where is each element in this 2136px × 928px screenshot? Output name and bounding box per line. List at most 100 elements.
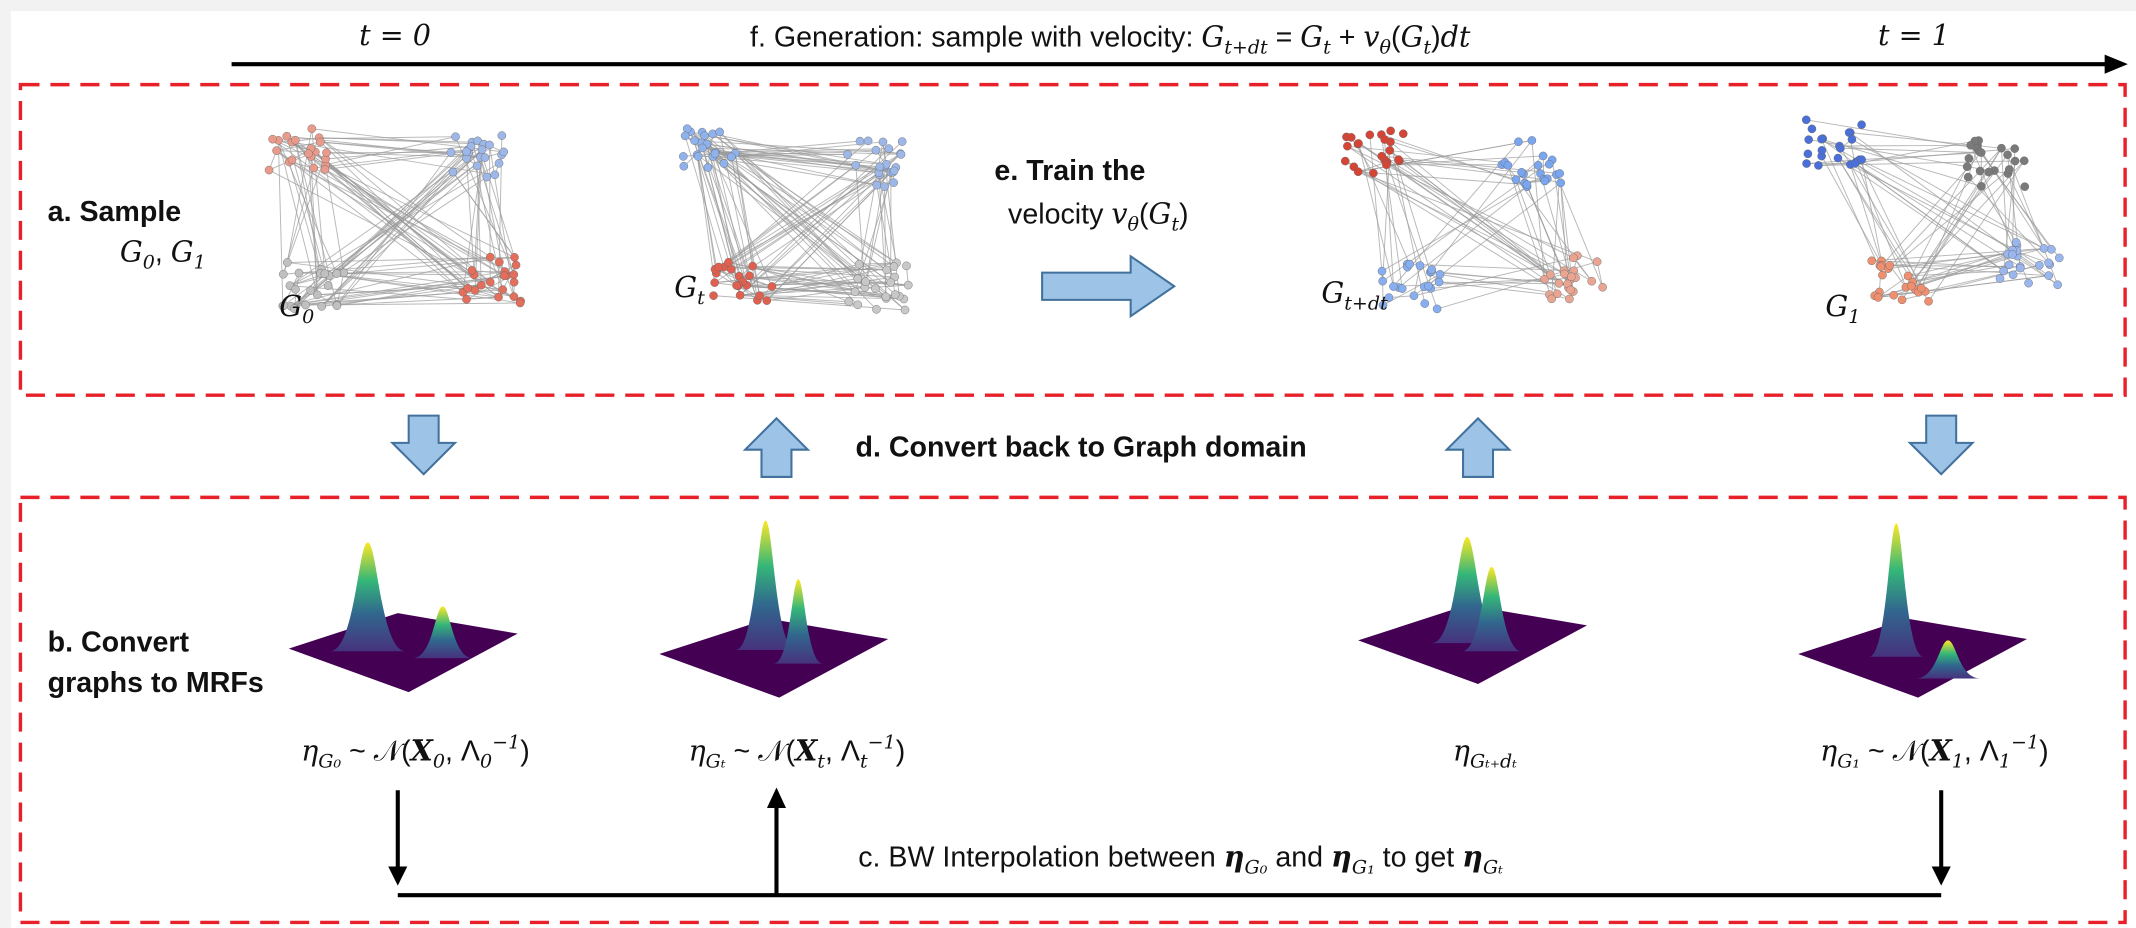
node xyxy=(500,148,508,156)
text-segment: t+dt xyxy=(1344,292,1388,314)
node xyxy=(272,147,280,155)
node xyxy=(1555,279,1563,287)
node xyxy=(902,262,910,270)
node xyxy=(1534,161,1542,169)
node xyxy=(2020,157,2028,165)
node xyxy=(1436,270,1444,278)
text-segment: ) xyxy=(896,735,906,767)
node xyxy=(1817,135,1825,143)
node xyxy=(2000,267,2008,275)
node xyxy=(1836,144,1844,152)
node xyxy=(1977,149,1985,157)
node xyxy=(1868,257,1876,265)
text-segment: 0 xyxy=(433,750,445,772)
node xyxy=(316,138,324,146)
node xyxy=(883,266,891,274)
node xyxy=(473,162,481,170)
node xyxy=(872,146,880,154)
node xyxy=(2054,281,2062,289)
text-segment: G xyxy=(1321,276,1344,310)
node xyxy=(1517,168,1525,176)
text-segment: η xyxy=(1331,840,1352,874)
node xyxy=(1802,116,1810,124)
node xyxy=(491,171,499,179)
node xyxy=(763,297,771,305)
node xyxy=(1964,173,1972,181)
text-segment: G xyxy=(120,235,143,269)
node xyxy=(880,182,888,190)
node xyxy=(1539,152,1547,160)
text-segment: η xyxy=(689,733,706,767)
node xyxy=(1389,282,1397,290)
node xyxy=(510,253,518,261)
text-segment: G₁ xyxy=(1837,750,1860,772)
node xyxy=(873,181,881,189)
text-segment: 1 xyxy=(194,252,206,274)
node xyxy=(1545,160,1553,168)
node xyxy=(1996,275,2004,283)
node xyxy=(1818,146,1826,154)
node xyxy=(1965,154,1973,162)
node xyxy=(495,159,503,167)
text-segment: G₀ xyxy=(318,750,341,772)
text-segment: 1 xyxy=(1952,750,1964,772)
node xyxy=(1541,177,1549,185)
text-segment: G₀ xyxy=(1245,856,1268,878)
node xyxy=(494,293,502,301)
node xyxy=(310,164,318,172)
node xyxy=(1398,284,1406,292)
node xyxy=(854,275,862,283)
node xyxy=(333,302,341,310)
text-segment: θ xyxy=(1128,213,1140,235)
node xyxy=(856,137,864,145)
node xyxy=(265,166,273,174)
text-segment: ( xyxy=(1139,199,1149,231)
t-start: t = 0 xyxy=(359,18,431,52)
node xyxy=(2021,183,2029,191)
text-segment: X xyxy=(409,733,435,767)
node xyxy=(1814,161,1822,169)
node xyxy=(322,149,330,157)
text-segment: G xyxy=(171,235,194,269)
node xyxy=(885,145,893,153)
node xyxy=(891,291,899,299)
node xyxy=(1834,154,1842,162)
node xyxy=(681,132,689,140)
node xyxy=(890,179,898,187)
node xyxy=(1878,271,1886,279)
node xyxy=(500,272,508,280)
node xyxy=(510,278,518,286)
text-segment: η xyxy=(1453,733,1470,767)
node xyxy=(1354,168,1362,176)
node xyxy=(510,270,518,278)
node xyxy=(732,281,740,289)
text-segment: + xyxy=(1331,21,1364,53)
node xyxy=(711,150,719,158)
text-segment: θ xyxy=(1380,36,1392,58)
node xyxy=(498,132,506,140)
node xyxy=(2012,238,2020,246)
node xyxy=(495,258,503,266)
node xyxy=(2009,271,2017,279)
node xyxy=(1985,168,1993,176)
node xyxy=(876,163,884,171)
node xyxy=(736,291,744,299)
node xyxy=(1369,169,1377,177)
node xyxy=(477,281,485,289)
node xyxy=(1967,141,1975,149)
text-segment: 1 xyxy=(1848,306,1860,328)
node xyxy=(1341,157,1349,165)
node xyxy=(481,154,489,162)
text-segment: G xyxy=(1300,19,1323,53)
node xyxy=(1848,135,1856,143)
text-segment: = xyxy=(1268,21,1301,53)
node xyxy=(304,150,312,158)
node xyxy=(1997,144,2005,152)
node xyxy=(1557,179,1565,187)
convert-title: b. Convert xyxy=(48,626,190,658)
node xyxy=(890,262,898,270)
node xyxy=(1593,258,1601,266)
node xyxy=(882,293,890,301)
node xyxy=(462,148,470,156)
node xyxy=(485,141,493,149)
